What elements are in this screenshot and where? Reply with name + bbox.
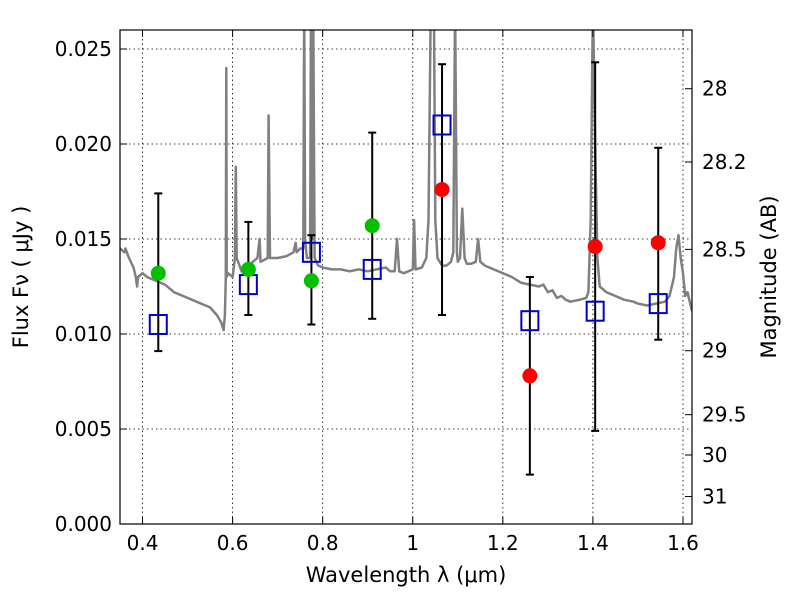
y-tick-label: 0.015 <box>55 227 112 251</box>
model-point-6 <box>585 300 605 322</box>
model-point-7 <box>648 293 668 315</box>
observed-point-6 <box>587 239 603 255</box>
model-point-5 <box>520 310 540 332</box>
x-tick-label: 1.4 <box>577 531 609 555</box>
model-point-2 <box>301 241 321 263</box>
observed-point-3 <box>364 218 380 234</box>
x-tick-label: 1.2 <box>487 531 519 555</box>
model-point-4 <box>432 114 452 136</box>
model-point-0 <box>148 314 168 335</box>
y2-tick-label: 29 <box>702 339 727 363</box>
spectrum-line <box>120 30 692 332</box>
x-tick-label: 0.4 <box>127 531 159 555</box>
y-tick-label: 0.025 <box>55 37 112 61</box>
x-axis-ticks: 0.4 0.6 0.8 1 1.2 1.4 1.6 <box>127 30 699 555</box>
observed-point-0 <box>150 265 166 281</box>
y2-tick-label: 29.5 <box>702 403 747 427</box>
y2-tick-label: 28.5 <box>702 237 747 261</box>
observed-point-1 <box>240 261 256 277</box>
y-tick-label: 0.005 <box>55 417 112 441</box>
observed-point-5 <box>522 368 538 384</box>
plot-background <box>120 30 692 524</box>
observed-point-4 <box>434 182 450 198</box>
x-tick-label: 1 <box>406 531 419 555</box>
y2-tick-label: 31 <box>702 485 727 509</box>
y2-axis-ticks: 28 28.2 28.5 29 29.5 30 31 <box>685 77 747 509</box>
model-point-3 <box>362 258 382 280</box>
x-axis-label: Wavelength λ (μm) <box>306 563 507 587</box>
y-tick-label: 0.000 <box>55 512 112 536</box>
y2-axis-label: Magnitude (AB) <box>757 195 781 358</box>
plot-frame <box>119 29 693 525</box>
x-tick-label: 0.8 <box>307 531 339 555</box>
observed-point-7 <box>650 235 666 251</box>
model-points <box>148 114 668 335</box>
x-tick-label: 0.6 <box>217 531 249 555</box>
x-tick-label: 1.6 <box>667 531 699 555</box>
y-axis-label: Flux Fν ( μJy ) <box>9 206 33 349</box>
y2-tick-label: 28 <box>702 77 727 101</box>
y2-tick-label: 28.2 <box>702 150 747 174</box>
observed-points <box>150 182 666 384</box>
y-tick-label: 0.010 <box>55 322 112 346</box>
y2-tick-label: 30 <box>702 443 727 467</box>
observed-point-2 <box>303 273 319 289</box>
y-axis-ticks: 0.000 0.005 0.010 0.015 0.020 0.025 <box>55 37 127 536</box>
y-tick-label: 0.020 <box>55 132 112 156</box>
